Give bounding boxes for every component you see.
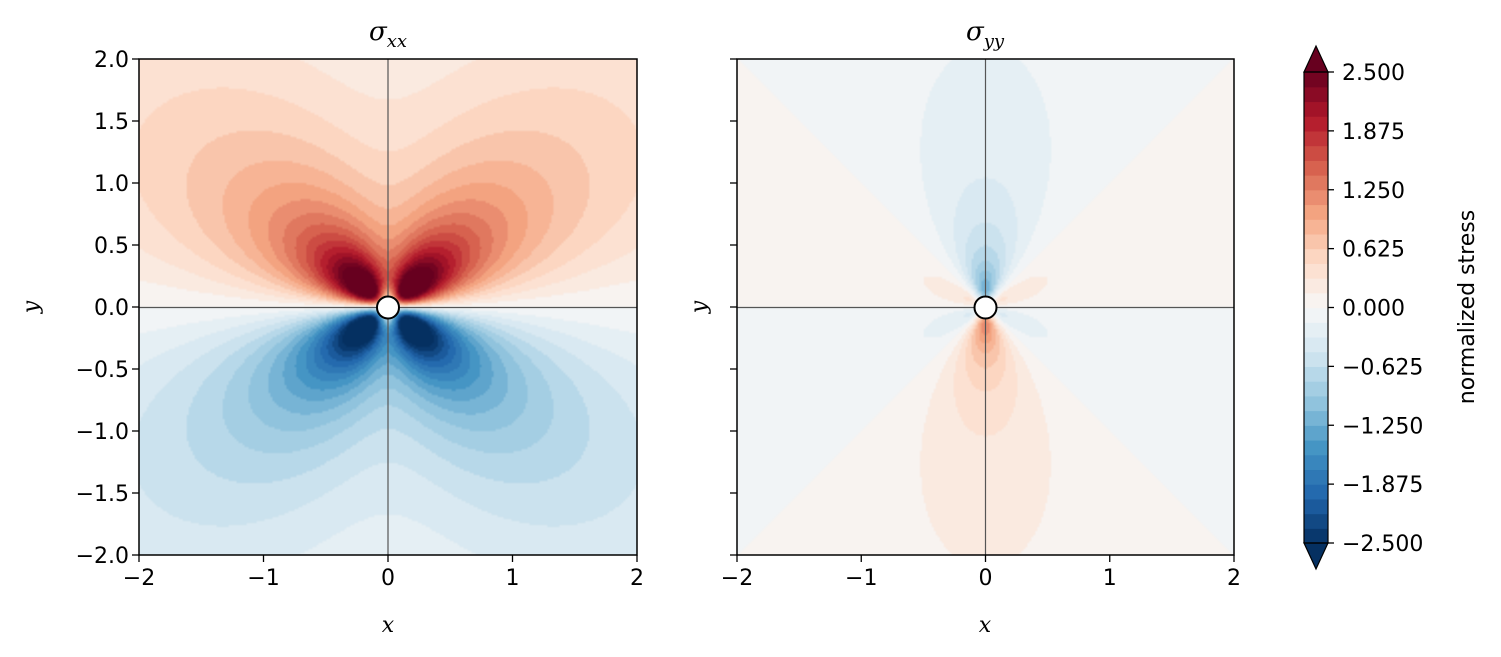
- x-tick-label: 2: [630, 566, 644, 591]
- panel-sigma-xx: σxx −2 −1 0 1 2 −2.0 −1.5 −1.0 −0.5 0.0 0.5 1.0 1.5…: [19, 17, 644, 638]
- x-axis-label: x: [979, 613, 992, 638]
- colorbar-extend-min: [1303, 542, 1329, 571]
- colorbar-tick-label: −2.500: [1342, 532, 1423, 557]
- colorbar-tick-label: −1.875: [1342, 473, 1423, 498]
- colorbar-tick-label: −0.625: [1342, 355, 1423, 380]
- panel-title-sigma-xx: σxx: [369, 17, 407, 52]
- y-tick-label: −2.0: [76, 544, 129, 569]
- colorbar-band: [1304, 248, 1328, 264]
- x-tick-label: 2: [1227, 566, 1241, 591]
- colorbar-band: [1304, 322, 1328, 338]
- colorbar-band: [1304, 130, 1328, 147]
- colorbar-band: [1304, 395, 1328, 412]
- colorbar-band: [1304, 528, 1328, 544]
- colorbar-band: [1304, 425, 1328, 441]
- x-axis-label: x: [382, 613, 395, 638]
- y-tick-label: 1.5: [94, 110, 129, 135]
- colorbar-tick-label: 0.000: [1342, 297, 1405, 322]
- colorbar-band: [1304, 278, 1328, 294]
- colorbar-band: [1304, 366, 1328, 382]
- colorbar-extend-max: [1303, 44, 1329, 73]
- colorbar-label: normalized stress: [1455, 210, 1480, 404]
- x-tick-label: 0: [381, 566, 395, 591]
- y-tick-label: −1.5: [76, 482, 129, 507]
- colorbar-band: [1304, 469, 1328, 485]
- colorbar-band: [1304, 86, 1328, 103]
- colorbar-tick-label: −1.250: [1342, 414, 1423, 439]
- x-tick-label: −2: [721, 566, 753, 591]
- colorbar-band: [1304, 145, 1328, 161]
- y-tick-label: −1.0: [76, 420, 129, 445]
- colorbar-band: [1304, 116, 1328, 132]
- colorbar: 2.500 1.875 1.250 0.625 0.000 −0.625 −1.250 −1.…: [1303, 44, 1480, 571]
- colorbar-band: [1304, 219, 1328, 235]
- x-tick-label: 1: [1103, 566, 1117, 591]
- colorbar-band: [1304, 454, 1328, 471]
- colorbar-tick-label: 1.875: [1342, 120, 1405, 145]
- x-tick-label: 1: [506, 566, 520, 591]
- colorbar-band: [1304, 351, 1328, 367]
- x-tick-label: −1: [845, 566, 877, 591]
- colorbar-tick-label: 0.625: [1342, 238, 1405, 263]
- panel-title-sigma-yy: σyy: [966, 17, 1005, 52]
- colorbar-band: [1304, 160, 1328, 176]
- colorbar-band: [1304, 175, 1328, 191]
- panel-title-symbol: σ: [966, 17, 985, 47]
- y-tick-label: 0.0: [94, 296, 129, 321]
- colorbar-tick-label: 1.250: [1342, 179, 1405, 204]
- colorbar-band: [1304, 484, 1328, 500]
- panel-title-subscript: xx: [387, 31, 407, 52]
- panel-sigma-yy: σyy −2 −1 0 1 2 x y: [687, 17, 1241, 638]
- colorbar-band: [1304, 336, 1328, 353]
- colorbar-band: [1304, 204, 1328, 220]
- y-axis-label: y: [19, 300, 44, 314]
- panel-title-symbol: σ: [369, 17, 388, 47]
- colorbar-band: [1304, 72, 1328, 88]
- colorbar-band: [1304, 498, 1328, 515]
- y-tick-label: 0.5: [94, 234, 129, 259]
- panel-title-subscript: yy: [983, 31, 1005, 52]
- x-tick-label: −1: [247, 566, 279, 591]
- y-tick-label: 2.0: [94, 48, 129, 73]
- colorbar-band: [1304, 233, 1328, 250]
- colorbar-band: [1304, 410, 1328, 426]
- colorbar-band: [1304, 513, 1328, 529]
- x-tick-label: 0: [979, 566, 993, 591]
- colorbar-band: [1304, 292, 1328, 309]
- hole-marker: [973, 295, 998, 320]
- colorbar-band: [1304, 381, 1328, 397]
- colorbar-tick-label: 2.500: [1342, 61, 1405, 86]
- colorbar-band: [1304, 263, 1328, 279]
- y-axis-label: y: [687, 300, 712, 314]
- colorbar-band: [1304, 439, 1328, 456]
- x-tick-label: −2: [123, 566, 155, 591]
- colorbar-band: [1304, 189, 1328, 206]
- y-tick-label: −0.5: [76, 358, 129, 383]
- y-tick-label: 1.0: [94, 172, 129, 197]
- colorbar-band: [1304, 307, 1328, 323]
- hole-marker: [376, 295, 400, 320]
- colorbar-band: [1304, 101, 1328, 117]
